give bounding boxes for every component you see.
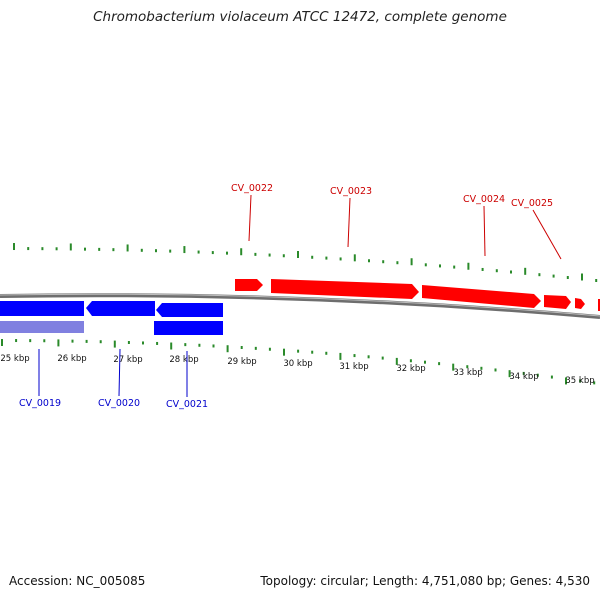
gene-label-CV_0023[interactable]: CV_0023 bbox=[330, 186, 372, 197]
kbp-label: 30 kbp bbox=[283, 359, 312, 369]
lower-tick-track bbox=[1, 339, 596, 385]
gene-label-leader bbox=[532, 209, 562, 260]
kbp-label: 28 kbp bbox=[169, 355, 198, 365]
gene-label-leader bbox=[483, 205, 486, 257]
kbp-scale: 25 kbp 26 kbp 27 kbp 28 kbp 29 kbp 30 kbp 31 k… bbox=[0, 354, 594, 386]
gene-label-CV_0022[interactable]: CV_0022 bbox=[231, 183, 273, 194]
forward-gene-segment[interactable] bbox=[575, 298, 585, 309]
gene-label-CV_0025[interactable]: CV_0025 bbox=[511, 198, 553, 209]
gene-CV_0024[interactable] bbox=[422, 285, 541, 308]
gene-CV_0019[interactable] bbox=[0, 301, 84, 316]
kbp-label: 34 kbp bbox=[509, 372, 538, 382]
gene-label-leader bbox=[347, 197, 351, 248]
kbp-label: 25 kbp bbox=[0, 354, 29, 364]
reverse-gene-segment[interactable] bbox=[156, 303, 223, 317]
kbp-label: 35 kbp bbox=[565, 376, 594, 386]
gene-label-leader bbox=[118, 348, 121, 397]
gene-CV_0023[interactable] bbox=[271, 279, 419, 299]
kbp-label: 32 kbp bbox=[396, 364, 425, 374]
kbp-label: 26 kbp bbox=[57, 354, 86, 364]
gene-CV_0025[interactable] bbox=[544, 295, 571, 309]
gene-label-CV_0019[interactable]: CV_0019 bbox=[19, 398, 61, 409]
gene-label-CV_0024[interactable]: CV_0024 bbox=[463, 194, 505, 205]
gene-label-CV_0021[interactable]: CV_0021 bbox=[166, 399, 208, 410]
genome-summary: Topology: circular; Length: 4,751,080 bp… bbox=[260, 574, 590, 588]
genome-backbone-highlight bbox=[0, 293, 600, 317]
kbp-label: 31 kbp bbox=[339, 362, 368, 372]
accession-label: Accession: NC_005085 bbox=[9, 574, 146, 588]
gene-CV_0021[interactable] bbox=[154, 321, 223, 335]
gene-CV_0020[interactable] bbox=[86, 301, 155, 316]
kbp-label: 33 kbp bbox=[453, 368, 482, 378]
forward-gene-segment[interactable] bbox=[235, 279, 263, 291]
reverse-gene-secondary[interactable] bbox=[0, 321, 84, 333]
gene-label-CV_0020[interactable]: CV_0020 bbox=[98, 398, 140, 409]
gene-label-leader bbox=[248, 194, 252, 242]
kbp-label: 27 kbp bbox=[113, 355, 142, 365]
genome-title: Chromobacterium violaceum ATCC 12472, co… bbox=[93, 9, 507, 25]
kbp-label: 29 kbp bbox=[227, 357, 256, 367]
genome-backbone bbox=[0, 293, 600, 319]
upper-tick-track bbox=[13, 243, 598, 282]
